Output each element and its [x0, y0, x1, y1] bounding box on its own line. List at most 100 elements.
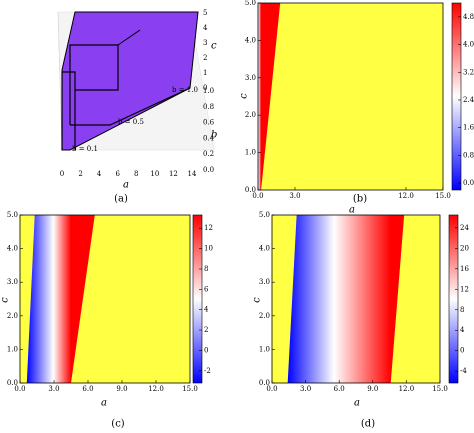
- caption: (c): [111, 419, 125, 430]
- y-tick-label: 1.0: [245, 149, 256, 157]
- y-tick-label: 0.0: [203, 166, 214, 174]
- slice: [61, 71, 76, 150]
- colorbar-tick-label: 4.0: [463, 41, 474, 49]
- field-background: [258, 3, 443, 190]
- slice: [117, 29, 141, 46]
- x-tick-label: 3.0: [300, 385, 311, 393]
- x-axis-label: a: [123, 180, 129, 191]
- y-tick-label: 0.0: [245, 186, 256, 194]
- colorbar-tick-label: 0: [204, 346, 208, 354]
- y-tick-label: 5.0: [7, 211, 18, 219]
- z-tick-label: 3: [203, 39, 207, 47]
- pane-edge: [57, 11, 63, 151]
- colorbar: [192, 214, 203, 384]
- x-tick-label: 2: [78, 170, 82, 178]
- field-band: [287, 215, 405, 383]
- z-tick-label: 0: [203, 84, 207, 92]
- y-axis-label: b: [211, 130, 217, 141]
- field-band: [258, 3, 281, 190]
- colorbar-tick-label: 12: [204, 224, 213, 232]
- z-tick-label: 4: [203, 24, 208, 32]
- colorbar-tick-label: 10: [204, 245, 213, 253]
- colorbar-tick-label: 20: [460, 244, 469, 252]
- y-tick-label: 4.0: [259, 245, 270, 253]
- x-tick-label: 15.0: [435, 192, 451, 200]
- y-axis-label: c: [0, 297, 11, 303]
- y-tick-label: 5.0: [245, 0, 256, 7]
- annotation: b = 0.5: [118, 118, 144, 126]
- x-tick-label: 9.0: [116, 385, 127, 393]
- y-tick-label: 1.0: [7, 345, 18, 353]
- y-axis-label: c: [239, 93, 250, 99]
- colorbar-tick-label: 0.8: [463, 151, 474, 159]
- caption: (a): [114, 194, 128, 205]
- caption: (b): [353, 194, 367, 205]
- caption: (d): [361, 419, 375, 430]
- x-tick-label: 6: [115, 170, 120, 178]
- y-tick-label: 0.4: [203, 134, 215, 142]
- x-axis-label: a: [349, 205, 355, 216]
- y-tick-label: 3.0: [245, 74, 256, 82]
- y-tick-label: 2.0: [245, 111, 256, 119]
- colorbar-tick-label: 16: [460, 265, 469, 273]
- x-axis-label: a: [354, 398, 360, 409]
- surface: [61, 11, 199, 151]
- x-tick-label: 8: [134, 170, 138, 178]
- x-tick-label: 0.0: [14, 385, 25, 393]
- annotation: b = 0.1: [72, 145, 98, 153]
- x-tick-label: 12.0: [148, 385, 164, 393]
- y-axis-label: c: [252, 297, 263, 303]
- z-tick-label: 1: [203, 69, 207, 77]
- y-tick-label: 1.0: [203, 87, 214, 95]
- x-tick-label: 12.0: [399, 385, 415, 393]
- y-tick-label: 4.0: [7, 245, 18, 253]
- colorbar-tick-label: 3.2: [463, 68, 474, 76]
- y-tick-label: 0.8: [203, 103, 214, 111]
- y-tick-label: 3.0: [259, 278, 270, 286]
- plot-frame: [257, 2, 444, 191]
- y-tick-label: 1.0: [259, 345, 270, 353]
- plot-frame: [19, 214, 191, 384]
- field-band: [26, 215, 95, 383]
- slice: [70, 87, 191, 126]
- x-axis-label: a: [101, 398, 107, 409]
- x-tick-label: 14: [188, 170, 197, 178]
- colorbar-tick-label: 8: [460, 306, 464, 314]
- y-tick-label: 0.2: [203, 150, 214, 158]
- x-tick-label: 12.0: [398, 192, 414, 200]
- z-axis-label: c: [211, 41, 217, 52]
- y-tick-label: 2.0: [7, 312, 18, 320]
- y-tick-label: 2.0: [259, 312, 270, 320]
- colorbar-tick-label: 1.6: [463, 124, 474, 132]
- z-tick-label: 2: [203, 54, 207, 62]
- x-tick-label: 9.0: [367, 385, 378, 393]
- y-tick-label: 4.0: [245, 36, 256, 44]
- colorbar-tick-label: 2: [204, 326, 208, 334]
- x-tick-label: 3.0: [289, 192, 300, 200]
- colorbar-tick-label: -2: [204, 367, 211, 375]
- z-tick-label: 5: [203, 9, 207, 17]
- colorbar-tick-label: -4: [460, 367, 467, 375]
- y-tick-label: 5.0: [259, 211, 270, 219]
- annotation: b = 1.0: [172, 86, 198, 94]
- x-tick-label: 0: [60, 170, 64, 178]
- x-tick-label: 12: [169, 170, 178, 178]
- y-tick-label: 0.0: [259, 379, 270, 387]
- colorbar-tick-label: 4.8: [463, 13, 474, 21]
- colorbar-tick-label: 12: [460, 285, 469, 293]
- x-tick-label: 0.0: [252, 192, 263, 200]
- y-tick-label: 0.6: [203, 119, 215, 127]
- x-tick-label: 3.0: [48, 385, 59, 393]
- colorbar-tick-label: 6: [204, 285, 209, 293]
- colorbar-tick-label: 0: [460, 347, 464, 355]
- colorbar-tick-label: 8: [204, 265, 208, 273]
- colorbar-tick-label: 0.0: [463, 179, 474, 187]
- surface-panel: [57, 11, 215, 151]
- x-tick-label: 6.0: [334, 385, 345, 393]
- plot-frame: [271, 214, 441, 384]
- x-tick-label: 15.0: [432, 385, 448, 393]
- colorbar-tick-label: 2.4: [463, 96, 474, 104]
- colorbar-tick-label: 4: [460, 326, 465, 334]
- y-tick-label: 0.0: [7, 379, 18, 387]
